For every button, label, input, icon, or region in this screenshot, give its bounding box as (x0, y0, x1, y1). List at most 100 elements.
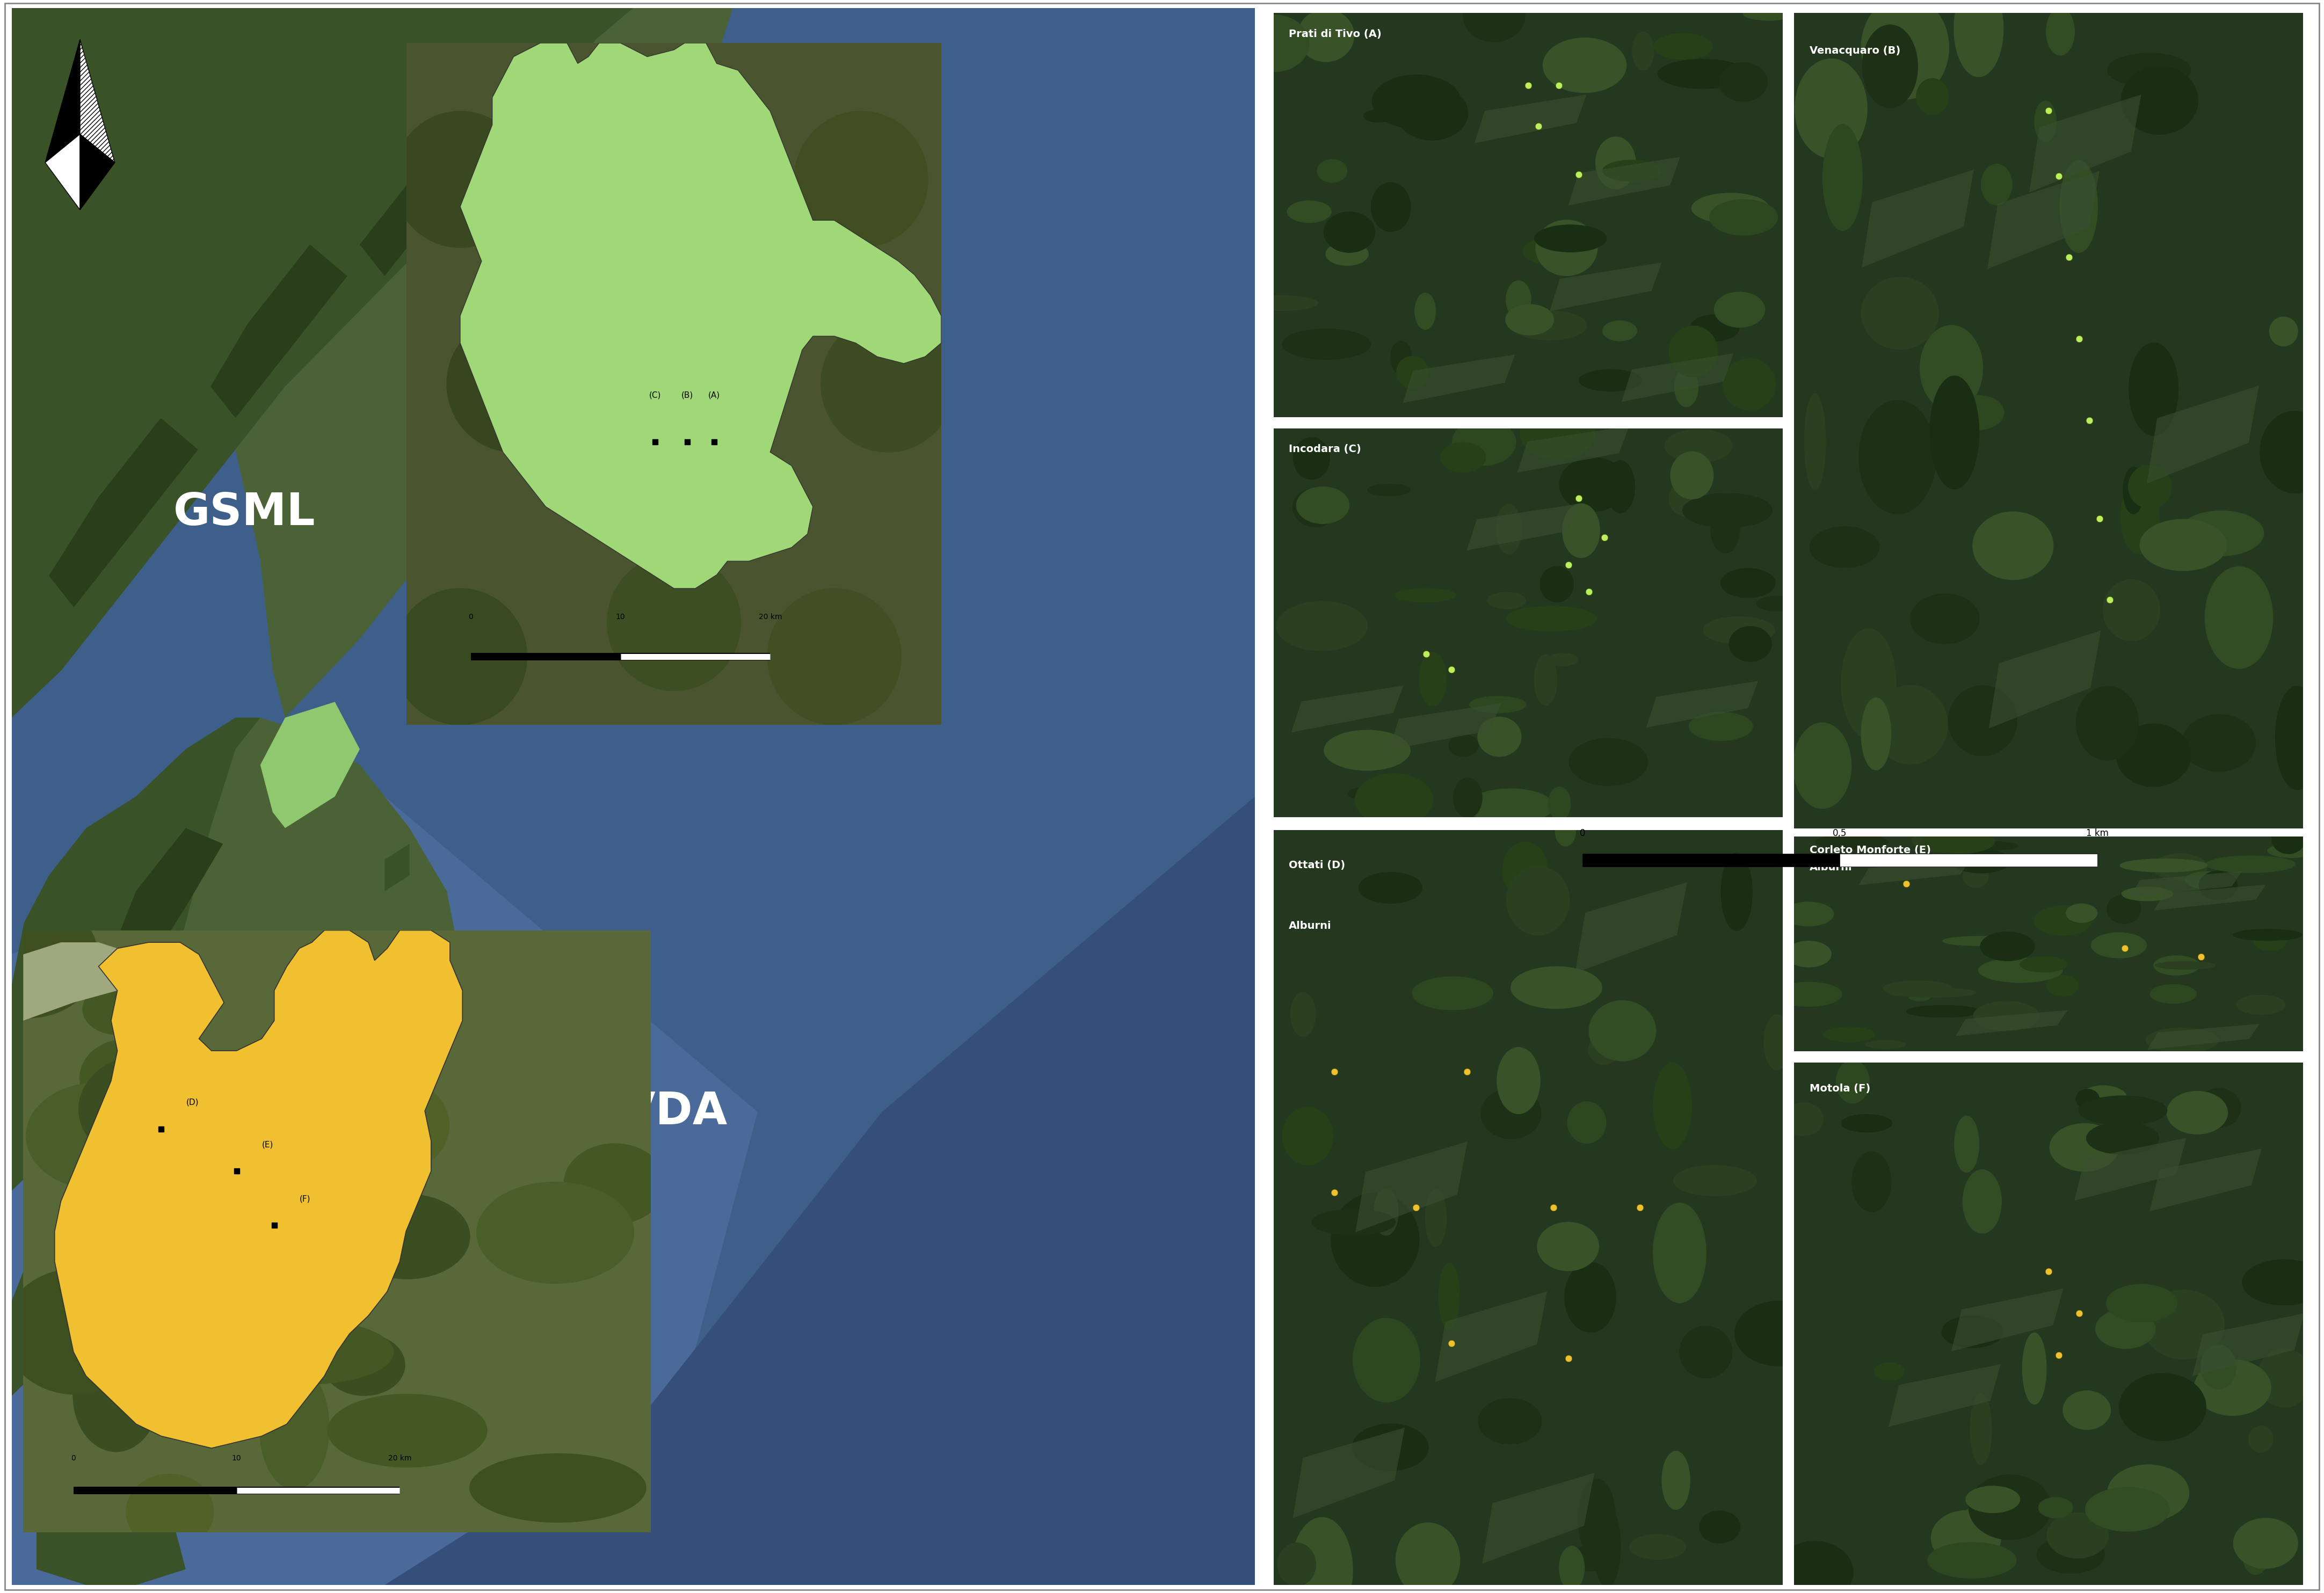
Ellipse shape (2034, 906, 2092, 935)
Polygon shape (79, 134, 114, 210)
Ellipse shape (2129, 465, 2171, 508)
Text: 1 km: 1 km (2087, 828, 2108, 838)
Polygon shape (211, 245, 346, 417)
Ellipse shape (1452, 777, 1483, 817)
Text: 10: 10 (616, 613, 625, 621)
Ellipse shape (1664, 430, 1731, 462)
Ellipse shape (1873, 685, 1948, 765)
Polygon shape (1954, 1010, 2068, 1035)
Ellipse shape (1882, 981, 1952, 996)
Polygon shape (12, 796, 758, 1585)
Polygon shape (1794, 836, 2303, 1051)
Ellipse shape (2271, 317, 2298, 346)
Ellipse shape (1910, 594, 1980, 644)
Ellipse shape (1332, 1193, 1420, 1287)
Ellipse shape (1371, 183, 1411, 231)
Ellipse shape (2075, 1090, 2099, 1109)
Ellipse shape (607, 76, 741, 213)
Ellipse shape (1917, 78, 1948, 115)
Ellipse shape (2152, 854, 2208, 881)
Ellipse shape (1943, 1316, 2003, 1348)
Ellipse shape (1364, 110, 1392, 123)
Ellipse shape (1841, 629, 1896, 739)
Ellipse shape (1371, 75, 1462, 129)
Ellipse shape (2140, 519, 2226, 570)
Ellipse shape (1287, 201, 1332, 223)
Ellipse shape (2243, 1532, 2268, 1574)
Ellipse shape (1787, 941, 1831, 967)
Text: Alburni: Alburni (1810, 862, 1852, 873)
Ellipse shape (1520, 408, 1594, 459)
Ellipse shape (1425, 1188, 1446, 1246)
Ellipse shape (1355, 774, 1434, 827)
Ellipse shape (1441, 443, 1485, 472)
Ellipse shape (2108, 1466, 2189, 1521)
Polygon shape (1404, 355, 1515, 403)
Ellipse shape (1590, 1035, 1620, 1064)
Ellipse shape (1243, 296, 1318, 311)
Polygon shape (1274, 830, 1783, 1585)
Ellipse shape (2096, 1309, 2154, 1349)
Ellipse shape (1803, 393, 1827, 489)
Ellipse shape (1292, 438, 1329, 479)
Ellipse shape (1852, 1152, 1892, 1212)
Ellipse shape (1606, 460, 1634, 513)
Ellipse shape (1297, 10, 1355, 62)
Ellipse shape (2257, 1349, 2312, 1407)
Ellipse shape (1776, 981, 1843, 1007)
Ellipse shape (2050, 1123, 2119, 1171)
Ellipse shape (2059, 161, 2099, 252)
Polygon shape (12, 8, 634, 717)
Polygon shape (1889, 1364, 2001, 1427)
Ellipse shape (1415, 293, 1436, 330)
Ellipse shape (1710, 199, 1778, 236)
Ellipse shape (2092, 932, 2147, 957)
Polygon shape (74, 1301, 211, 1507)
Ellipse shape (218, 1321, 393, 1384)
Ellipse shape (174, 1102, 344, 1192)
Ellipse shape (795, 112, 927, 247)
Ellipse shape (1241, 14, 1308, 72)
Ellipse shape (1573, 1545, 1613, 1571)
Ellipse shape (1397, 357, 1429, 389)
Text: 0: 0 (72, 1454, 77, 1462)
Text: 20 km: 20 km (388, 1454, 411, 1462)
Ellipse shape (393, 588, 528, 725)
Polygon shape (235, 8, 732, 717)
Polygon shape (1274, 429, 1783, 817)
Ellipse shape (2064, 1391, 2110, 1429)
Polygon shape (1859, 859, 1971, 886)
Text: Prati di Tivo (A): Prati di Tivo (A) (1290, 29, 1380, 40)
Ellipse shape (2254, 932, 2287, 951)
Text: CVDA: CVDA (588, 1090, 727, 1134)
Bar (1583, 854, 2096, 867)
Ellipse shape (1964, 1169, 2001, 1233)
Ellipse shape (476, 1182, 634, 1284)
Ellipse shape (1541, 233, 1571, 255)
Polygon shape (1794, 1063, 2303, 1585)
Ellipse shape (1722, 854, 1752, 930)
Polygon shape (1292, 685, 1404, 733)
Ellipse shape (1669, 481, 1706, 516)
Text: (D): (D) (186, 1099, 200, 1107)
Text: Alburni: Alburni (1290, 921, 1332, 930)
Polygon shape (2147, 386, 2259, 484)
Ellipse shape (1815, 835, 1887, 849)
Ellipse shape (1464, 0, 1525, 41)
Ellipse shape (1353, 1319, 1420, 1402)
Ellipse shape (2047, 975, 2078, 996)
Ellipse shape (1794, 723, 1852, 809)
Ellipse shape (2273, 825, 2305, 854)
Ellipse shape (1278, 1544, 1315, 1587)
Ellipse shape (1655, 33, 1713, 59)
Polygon shape (360, 134, 483, 276)
Ellipse shape (1973, 1002, 2038, 1031)
Ellipse shape (1862, 0, 1950, 99)
Polygon shape (1645, 682, 1759, 728)
Ellipse shape (2108, 53, 2192, 86)
Ellipse shape (607, 554, 741, 691)
Ellipse shape (1373, 1188, 1399, 1235)
Polygon shape (2154, 884, 2266, 911)
Polygon shape (260, 703, 360, 828)
Ellipse shape (1710, 505, 1741, 553)
